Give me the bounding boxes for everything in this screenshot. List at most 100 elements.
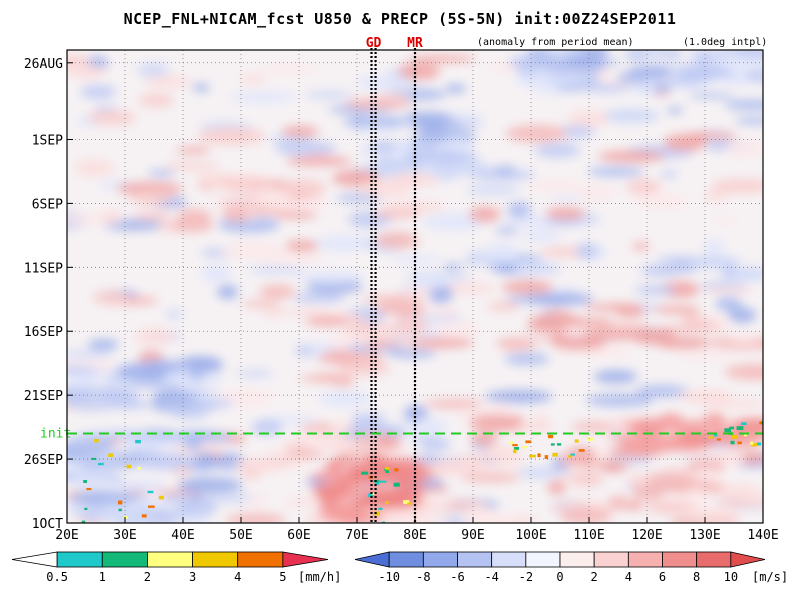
anomaly-patch [669,516,707,523]
y-tick-label: 1OCT [32,517,63,532]
precip-speck [724,428,732,433]
anomaly-patch [495,226,519,235]
anomaly-patch [575,243,599,259]
anomaly-patch [259,64,318,74]
precip-speck [574,439,579,443]
precip-speck [84,507,88,511]
anomaly-patch [469,414,520,432]
anomaly-patch [147,169,175,177]
precip-colorbar-cell [147,551,193,568]
anomaly-patch [631,482,666,501]
anomaly-patch [417,121,447,134]
anomaly-patch [567,111,610,127]
anomaly-patch [540,57,571,64]
anomaly-patch [165,162,220,170]
precip-speck [556,443,562,446]
precip-speck [394,468,399,472]
precip-speck [83,479,88,483]
precip-speck [361,471,369,475]
anomaly-patch [404,111,452,121]
precip-speck [94,439,99,443]
precip-speck [509,441,514,445]
anomaly-patch [165,309,183,320]
wind-colorbar-unit: [m/s] [752,570,788,584]
anomaly-patch [735,117,763,125]
x-tick-label: 50E [229,528,252,543]
anomaly-patch [175,146,211,154]
anomaly-patch [67,467,117,477]
wind-colorbar-cell [457,551,493,568]
wind-colorbar-label: 2 [591,570,598,584]
precip-colorbar-cell [11,551,58,568]
anomaly-patch [724,99,763,111]
anomaly-patch [100,210,123,222]
anomaly-patch [644,500,697,514]
anomaly-patch [691,318,719,332]
anomaly-patch [74,159,115,177]
y-tick-label: 26SEP [24,453,63,468]
wind-colorbar-cell [354,551,390,568]
anomaly-patch [67,55,91,66]
anomaly-patch [615,304,647,317]
precip-speck [141,514,147,518]
anomaly-patch [634,285,676,296]
anomaly-patch [374,436,399,449]
anomaly-patch [315,235,373,252]
precip-speck [137,466,142,470]
wind-colorbar-label: 4 [625,570,632,584]
anomaly-patch [386,349,437,358]
precip-colorbar-label: 0.5 [46,570,68,584]
anomaly-patch [221,242,285,259]
precip-colorbar-label: 5 [279,570,286,584]
anomaly-patch [67,350,114,359]
anomaly-patch [703,412,726,430]
anomaly-patch [178,477,243,494]
precip-speck [374,511,380,516]
precip-colorbar-cell [192,551,239,568]
precip-speck [587,437,594,442]
precip-speck [744,433,748,437]
anomaly-patch [408,337,474,348]
precip-speck [135,439,141,444]
anomaly-patch [466,184,520,195]
anomaly-patch [374,92,411,100]
anomaly-patch [705,286,754,294]
marker-label: GD [366,36,382,51]
precip-speck [525,440,532,444]
anomaly-patch [430,294,449,304]
anomaly-patch [194,452,218,467]
anomaly-patch [155,401,215,412]
anomaly-patch [712,217,739,224]
anomaly-patch [382,515,450,523]
anomaly-patch [454,120,484,127]
precip-speck [381,521,386,523]
anomaly-patch [325,459,344,471]
anomaly-patch [640,264,682,277]
precip-speck [379,480,387,483]
precip-speck [371,492,375,495]
anomaly-patch [724,140,763,158]
anomaly-patch [134,327,175,346]
wind-colorbar-cell [627,551,663,568]
anomaly-patch [599,109,660,123]
anomaly-patch [734,266,763,280]
anomaly-patch [715,296,742,312]
anomaly-patch [405,285,437,297]
anomaly-patch [317,351,385,366]
anomaly-patch [197,127,265,145]
precip-speck [522,445,528,449]
anomaly-patch [543,219,583,227]
anomaly-patch [625,178,662,195]
precip-speck [368,493,373,498]
anomaly-patch [434,138,474,155]
anomaly-patch [433,321,483,337]
anomaly-patch [163,370,192,383]
anomaly-patch [369,142,396,151]
anomaly-patch [411,131,452,144]
anomaly-patch [93,105,118,112]
anomaly-patch [581,84,630,93]
anomaly-patch [133,211,172,221]
anomaly-patch [688,92,735,99]
precip-speck [108,453,114,458]
precip-speck [393,482,400,487]
